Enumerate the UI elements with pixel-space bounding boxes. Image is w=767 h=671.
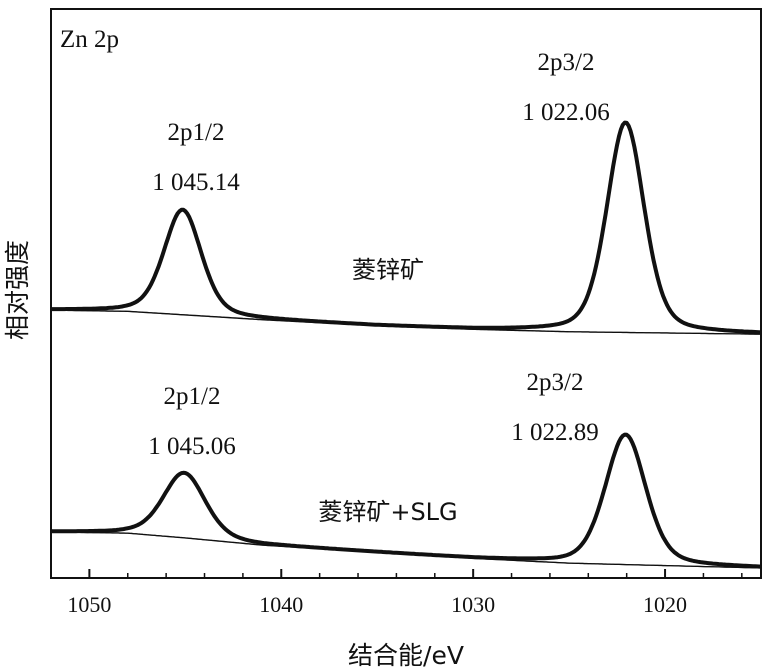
series-name: 菱锌矿 xyxy=(352,256,424,284)
x-ticks: 1050 1040 1030 1020 xyxy=(67,569,743,617)
panel-label: Zn 2p xyxy=(60,26,119,53)
x-tick-label: 1050 xyxy=(67,592,111,617)
x-axis-label: 结合能/eV xyxy=(348,641,464,670)
peak-position: 1 045.14 xyxy=(152,169,240,196)
peak-label: 2p1/2 xyxy=(164,383,221,410)
peak-position: 1 045.06 xyxy=(148,433,236,460)
peak-label: 2p1/2 xyxy=(168,119,225,146)
annotations: 2p1/2 1 045.14 2p3/2 1 022.06 菱锌矿 2p1/2 1 045.… xyxy=(148,49,610,526)
series-2 xyxy=(50,432,762,569)
background-line xyxy=(51,531,761,569)
plot-frame xyxy=(50,8,762,579)
x-tick-label: 1030 xyxy=(451,592,495,617)
y-axis-label: 相对强度 xyxy=(3,240,32,340)
envelope-line xyxy=(50,432,762,569)
peak-label: 2p3/2 xyxy=(538,49,595,76)
peak-position: 1 022.06 xyxy=(522,99,610,126)
peak-label: 2p3/2 xyxy=(527,369,584,396)
envelope-line xyxy=(50,120,762,335)
x-tick-label: 1020 xyxy=(643,592,687,617)
fit-peak-2 xyxy=(51,122,762,333)
peak-position: 1 022.89 xyxy=(511,419,599,446)
spectra xyxy=(50,120,762,569)
x-tick-label: 1040 xyxy=(259,592,303,617)
series-name: 菱锌矿+SLG xyxy=(318,498,457,526)
series-1 xyxy=(50,120,762,335)
background-line xyxy=(51,309,761,335)
